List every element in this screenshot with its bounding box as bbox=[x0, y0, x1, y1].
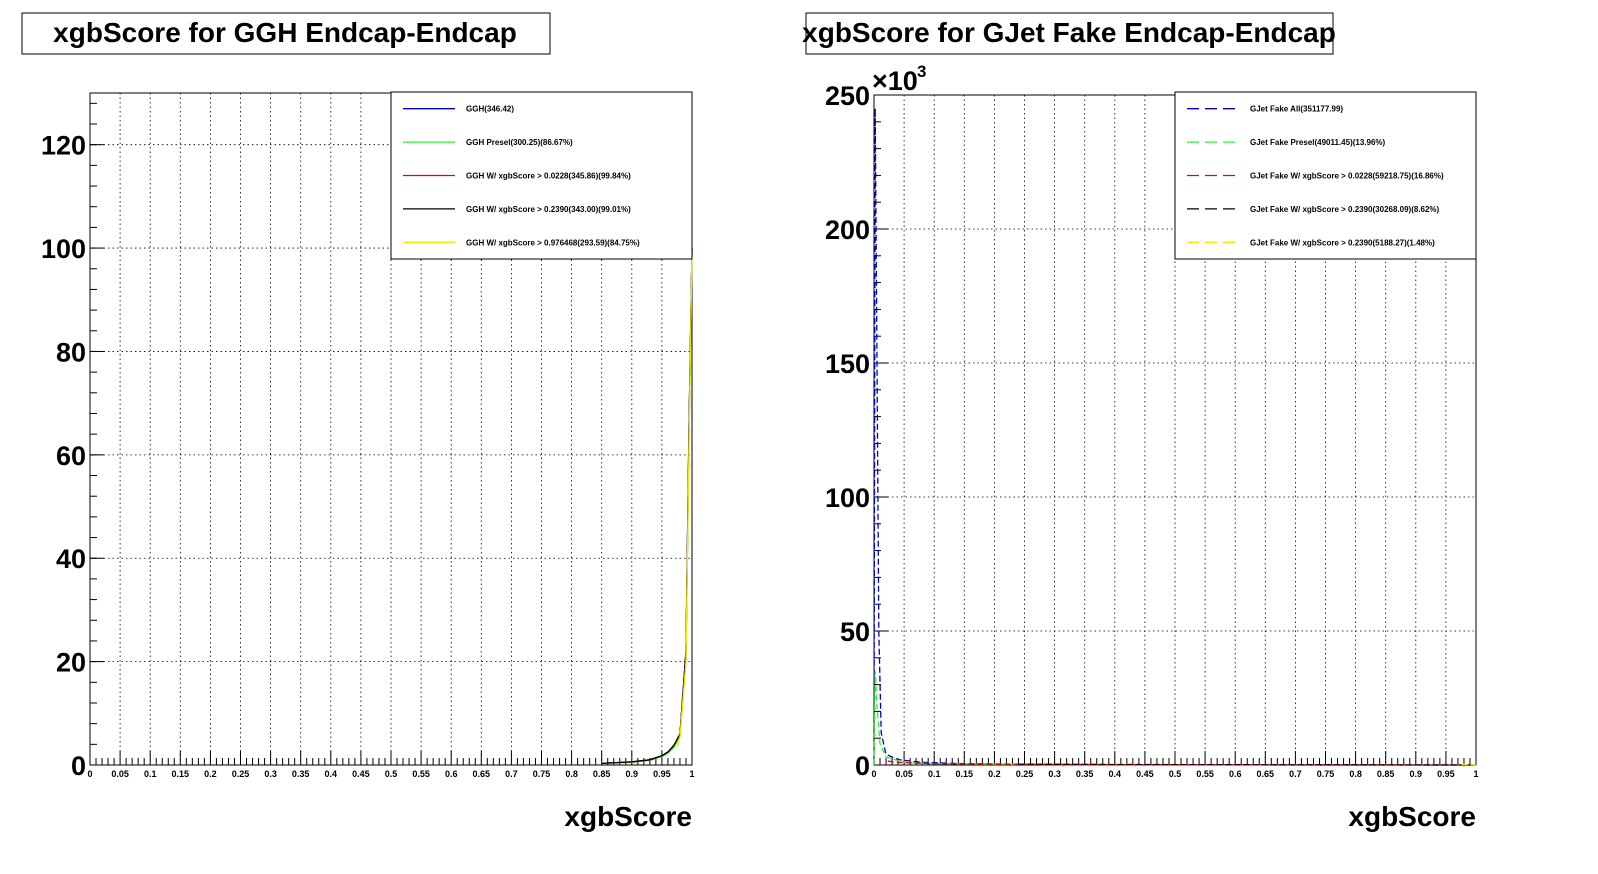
x-tick-label: 0.6 bbox=[1229, 769, 1242, 779]
x-tick-label: 0.2 bbox=[988, 769, 1001, 779]
x-tick-label: 0.55 bbox=[412, 769, 430, 779]
x-tick-label: 0.35 bbox=[292, 769, 310, 779]
x-tick-label: 0.8 bbox=[565, 769, 578, 779]
y-tick-label: 100 bbox=[41, 234, 86, 264]
series-line-5 bbox=[1461, 763, 1477, 766]
chart-1: xgbScore for GGH Endcap-Endcap 0 0.05 0.1 0.… bbox=[21, 12, 695, 832]
series-line-2 bbox=[873, 671, 1477, 766]
y-tick-label: 250 bbox=[825, 81, 870, 111]
x-tick-label: 0.05 bbox=[111, 769, 129, 779]
y-multiplier-exponent: 3 bbox=[917, 62, 926, 81]
legend-label: GGH(346.42) bbox=[466, 105, 514, 114]
series-line-2 bbox=[601, 248, 693, 765]
x-tick-label: 0.5 bbox=[1169, 769, 1182, 779]
x-tick-label: 0.6 bbox=[445, 769, 458, 779]
y-tick-label: 60 bbox=[56, 441, 86, 471]
x-tick-label: 0.85 bbox=[1377, 769, 1395, 779]
x-tick-label: 0.1 bbox=[144, 769, 157, 779]
x-tick-label: 0.25 bbox=[232, 769, 250, 779]
y-tick-label: 120 bbox=[41, 131, 86, 161]
x-tick-label: 0 bbox=[871, 769, 876, 779]
x-tick-label: 0.65 bbox=[1257, 769, 1275, 779]
x-tick-label: 0.75 bbox=[1317, 769, 1335, 779]
series-line-1 bbox=[601, 248, 693, 765]
y-multiplier: ×10 bbox=[872, 66, 918, 96]
x-tick-label: 0.4 bbox=[1109, 769, 1122, 779]
x-tick-label: 0.45 bbox=[1136, 769, 1154, 779]
y-tick-label: 100 bbox=[825, 483, 870, 513]
y-tick-label: 150 bbox=[825, 349, 870, 379]
legend-label: GJet Fake W/ xgbScore > 0.2390(30268.09)… bbox=[1250, 205, 1440, 214]
legend-label: GGH Presel(300.25)(86.67%) bbox=[466, 138, 573, 147]
x-tick-label: 1 bbox=[689, 769, 694, 779]
chart-2: xgbScore for GJet Fake Endcap-Endcap 0 0.0… bbox=[802, 12, 1479, 832]
series-line-5 bbox=[676, 248, 693, 748]
x-tick-label: 0.15 bbox=[172, 769, 190, 779]
y-tick-label: 0 bbox=[71, 751, 86, 781]
y-tick-label: 40 bbox=[56, 544, 86, 574]
legend-label: GJet Fake W/ xgbScore > 0.2390(5188.27)(… bbox=[1250, 238, 1435, 247]
chart-title: xgbScore for GJet Fake Endcap-Endcap bbox=[802, 17, 1336, 48]
x-tick-label: 0.8 bbox=[1349, 769, 1362, 779]
legend-label: GGH W/ xgbScore > 0.976468(293.59)(84.75… bbox=[466, 238, 640, 247]
x-tick-label: 0.65 bbox=[473, 769, 491, 779]
series-line-3 bbox=[601, 248, 693, 765]
x-tick-label: 0 bbox=[87, 769, 92, 779]
x-tick-label: 0.4 bbox=[325, 769, 338, 779]
x-tick-label: 0.95 bbox=[653, 769, 671, 779]
y-tick-label: 50 bbox=[840, 617, 870, 647]
x-tick-label: 0.9 bbox=[626, 769, 639, 779]
x-tick-label: 0.95 bbox=[1437, 769, 1455, 779]
x-tick-label: 0.15 bbox=[956, 769, 974, 779]
x-tick-label: 0.3 bbox=[1048, 769, 1061, 779]
x-tick-label: 0.9 bbox=[1410, 769, 1423, 779]
y-tick-label: 200 bbox=[825, 215, 870, 245]
x-tick-label: 0.5 bbox=[385, 769, 398, 779]
y-tick-label: 0 bbox=[855, 751, 870, 781]
series-line-4 bbox=[1018, 763, 1477, 766]
x-tick-label: 0.55 bbox=[1196, 769, 1214, 779]
x-tick-label: 0.7 bbox=[1289, 769, 1302, 779]
x-tick-label: 0.45 bbox=[352, 769, 370, 779]
legend-label: GGH W/ xgbScore > 0.0228(345.86)(99.84%) bbox=[466, 172, 631, 181]
chart-title: xgbScore for GGH Endcap-Endcap bbox=[53, 17, 517, 48]
x-tick-label: 0.2 bbox=[204, 769, 217, 779]
x-axis-label: xgbScore bbox=[1348, 801, 1476, 832]
legend-label: GJet Fake W/ xgbScore > 0.0228(59218.75)… bbox=[1250, 172, 1444, 181]
chart-title-box bbox=[805, 12, 1334, 55]
x-tick-label: 0.3 bbox=[264, 769, 277, 779]
y-tick-label: 20 bbox=[56, 648, 86, 678]
x-tick-label: 0.85 bbox=[593, 769, 611, 779]
series-line-4 bbox=[601, 248, 693, 765]
legend-label: GGH W/ xgbScore > 0.2390(343.00)(99.01%) bbox=[466, 205, 631, 214]
y-tick-label: 80 bbox=[56, 337, 86, 367]
legend-label: GJet Fake Presel(49011.45)(13.96%) bbox=[1250, 138, 1386, 147]
legend-label: GJet Fake All(351177.99) bbox=[1250, 105, 1343, 114]
chart-title-box bbox=[21, 12, 551, 55]
x-axis-label: xgbScore bbox=[564, 801, 692, 832]
x-tick-label: 0.25 bbox=[1016, 769, 1034, 779]
x-tick-label: 0.7 bbox=[505, 769, 518, 779]
x-tick-label: 0.05 bbox=[895, 769, 913, 779]
x-tick-label: 0.75 bbox=[533, 769, 551, 779]
x-tick-label: 0.35 bbox=[1076, 769, 1094, 779]
x-tick-label: 1 bbox=[1473, 769, 1478, 779]
x-tick-label: 0.1 bbox=[928, 769, 941, 779]
